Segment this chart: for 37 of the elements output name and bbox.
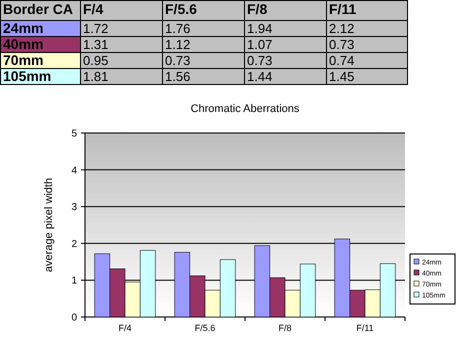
data-label: 0.73 [329,37,354,52]
category-label: F/8 [247,1,268,17]
data-label: 1.12 [165,37,190,52]
data-label: 1.81 [83,69,108,84]
y-tick-label: 4 [71,165,78,176]
category-label: F/11 [329,1,356,17]
y-tick-label: 0 [71,312,78,324]
category-label: F/5.6 [165,1,197,17]
data-label: 1.45 [329,69,354,84]
data-label: 1.72 [83,21,108,36]
data-label: 1.44 [247,69,272,84]
data-label: 0.74 [329,53,354,68]
y-tick-label: 2 [71,238,78,250]
data-label: 1.76 [165,21,190,36]
x-tick-label: F/5.6 [194,323,216,333]
data-label: 1.07 [247,37,272,52]
x-tick-label: F/8 [278,323,292,333]
y-tick-label: 3 [71,202,78,214]
data-label: 2.12 [329,21,354,36]
text: Border CA [3,1,74,17]
text: 70mm [3,52,44,68]
y-axis-title: average pixel width [43,178,55,272]
data-label: 0.73 [165,53,190,68]
text: 105mm [3,68,52,84]
data-label: 0.95 [83,53,108,68]
data-label: 1.56 [165,69,190,84]
x-tick-label: F/4 [118,323,132,333]
y-tick-label: 1 [71,276,78,287]
text: 24mm [3,20,44,36]
data-label: 1.31 [83,37,108,52]
data-label: 1.94 [247,21,272,36]
x-tick-label: F/11 [356,323,374,333]
data-label: 0.73 [247,53,272,68]
text: 40mm [3,36,44,52]
category-label: F/4 [83,1,104,17]
y-tick-label: 5 [71,128,78,140]
chart-title: Chromatic Aberrations [190,103,300,115]
